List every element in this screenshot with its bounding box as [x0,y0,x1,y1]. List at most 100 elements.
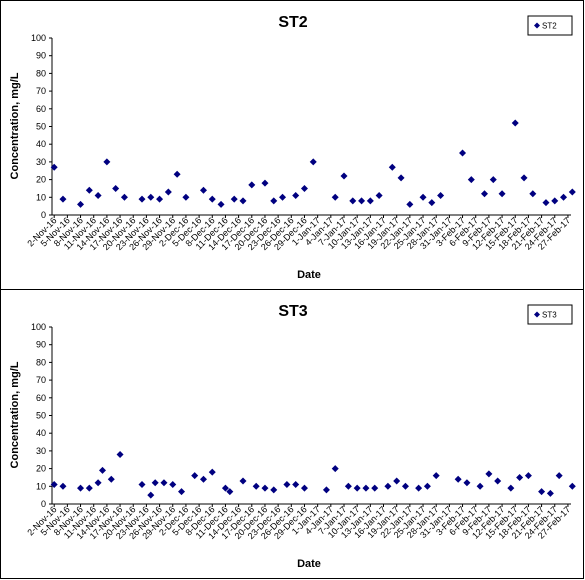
data-point-st3 [415,484,423,492]
legend: ST3 [527,304,573,325]
data-point-st2 [406,200,414,208]
data-point-st3 [322,486,330,494]
data-point-st3 [270,486,278,494]
legend-marker [534,311,540,318]
data-point-st2 [520,174,528,182]
data-point-st2 [358,197,366,205]
data-point-st2 [481,190,488,198]
data-point-st3 [538,488,546,496]
legend-box [527,15,573,36]
data-point-st3 [221,484,229,492]
data-point-st2 [551,197,559,205]
data-point-st2 [459,149,467,157]
data-point-st3 [463,479,471,487]
data-point-st3 [85,484,93,492]
y-tick-label: 80 [36,357,46,367]
data-point-st2 [366,197,374,205]
data-point-st2 [397,174,405,182]
y-tick-label: 40 [36,428,46,438]
y-tick-label: 50 [36,122,46,132]
data-point-st2 [340,172,348,180]
data-point-st3 [507,484,515,492]
data-point-st2 [156,195,164,203]
data-point-st2 [511,119,519,127]
y-tick-label: 0 [41,499,46,509]
data-point-st3 [555,472,563,480]
data-point-st2 [437,192,445,200]
data-point-st3 [384,482,392,490]
data-point-st2 [239,197,247,205]
data-point-st2 [349,197,357,205]
y-tick-label: 40 [36,139,46,149]
data-point-st3 [283,481,291,489]
data-point-st3 [226,488,234,496]
y-tick-label: 20 [36,464,46,474]
data-point-st2 [230,195,238,203]
data-point-st3 [524,472,532,480]
data-point-st3 [353,484,361,492]
data-point-st2 [529,190,537,198]
x-axis-title: Date [297,269,321,281]
y-tick-label: 10 [36,481,46,491]
y-tick-label: 100 [31,33,46,43]
y-tick-label: 70 [36,86,46,96]
chart-svg-st3: ST301020304050607080901002-Nov-165-Nov-1… [9,303,576,570]
data-point-st3 [151,479,159,487]
data-point-st2 [138,195,146,203]
data-point-st2 [292,192,300,200]
data-point-st2 [375,192,383,200]
y-tick-label: 100 [31,322,46,332]
legend-marker [534,22,540,29]
data-point-st3 [344,482,352,490]
data-point-st3 [494,477,502,485]
data-point-st3 [432,472,440,480]
y-tick-label: 80 [36,68,46,78]
data-point-st2 [120,193,128,201]
data-point-st3 [362,484,370,492]
data-point-st3 [199,475,207,483]
y-tick-label: 60 [36,104,46,114]
data-point-st2 [542,199,550,207]
data-point-st2 [147,193,155,201]
y-axis-title: Concentration, mg/L [9,72,21,179]
data-point-st2 [208,195,216,203]
data-point-st2 [489,176,497,184]
chart-panel-st2: ST2 0 10 20 30 40 50 60 70 80 90 100 2-Nov-16 5-Nov-1… [0,0,584,290]
data-point-st3 [401,482,409,490]
y-tick-label: 0 [41,210,46,220]
data-point-st3 [261,484,269,492]
data-point-st2 [182,193,190,201]
y-tick-label: 60 [36,393,46,403]
data-point-st3 [568,482,576,490]
y-tick-label: 30 [36,446,46,456]
legend-label: ST3 [542,311,557,320]
data-point-st2 [85,186,93,194]
x-axis-title: Date [297,558,321,570]
data-point-st2 [331,193,339,201]
legend-label: ST2 [542,22,557,31]
data-point-st3 [208,468,216,476]
y-tick-label: 10 [36,192,46,202]
data-point-st2 [173,170,181,178]
data-point-st2 [112,184,120,192]
data-point-st2 [164,188,172,196]
data-point-st2 [498,190,506,198]
data-point-st3 [59,482,67,490]
data-point-st3 [371,484,379,492]
chart-panel-st3: ST3 0 10 20 30 40 50 60 70 80 90 100 2-Nov-16 5-Nov-1… [0,289,584,579]
data-point-st2 [388,163,396,171]
data-point-st2 [77,200,85,208]
y-tick-label: 30 [36,157,46,167]
data-point-st2 [199,186,207,194]
data-point-st3 [292,481,300,489]
legend-box [527,304,573,325]
data-point-st2 [217,200,225,208]
data-point-st3 [485,470,493,478]
data-point-st3 [169,481,177,489]
legend: ST2 [527,15,573,36]
data-point-st3 [300,484,308,492]
data-point-st3 [98,466,106,474]
y-tick-label: 90 [36,340,46,350]
y-tick-label: 90 [36,51,46,61]
chart-title: ST3 [278,303,307,320]
